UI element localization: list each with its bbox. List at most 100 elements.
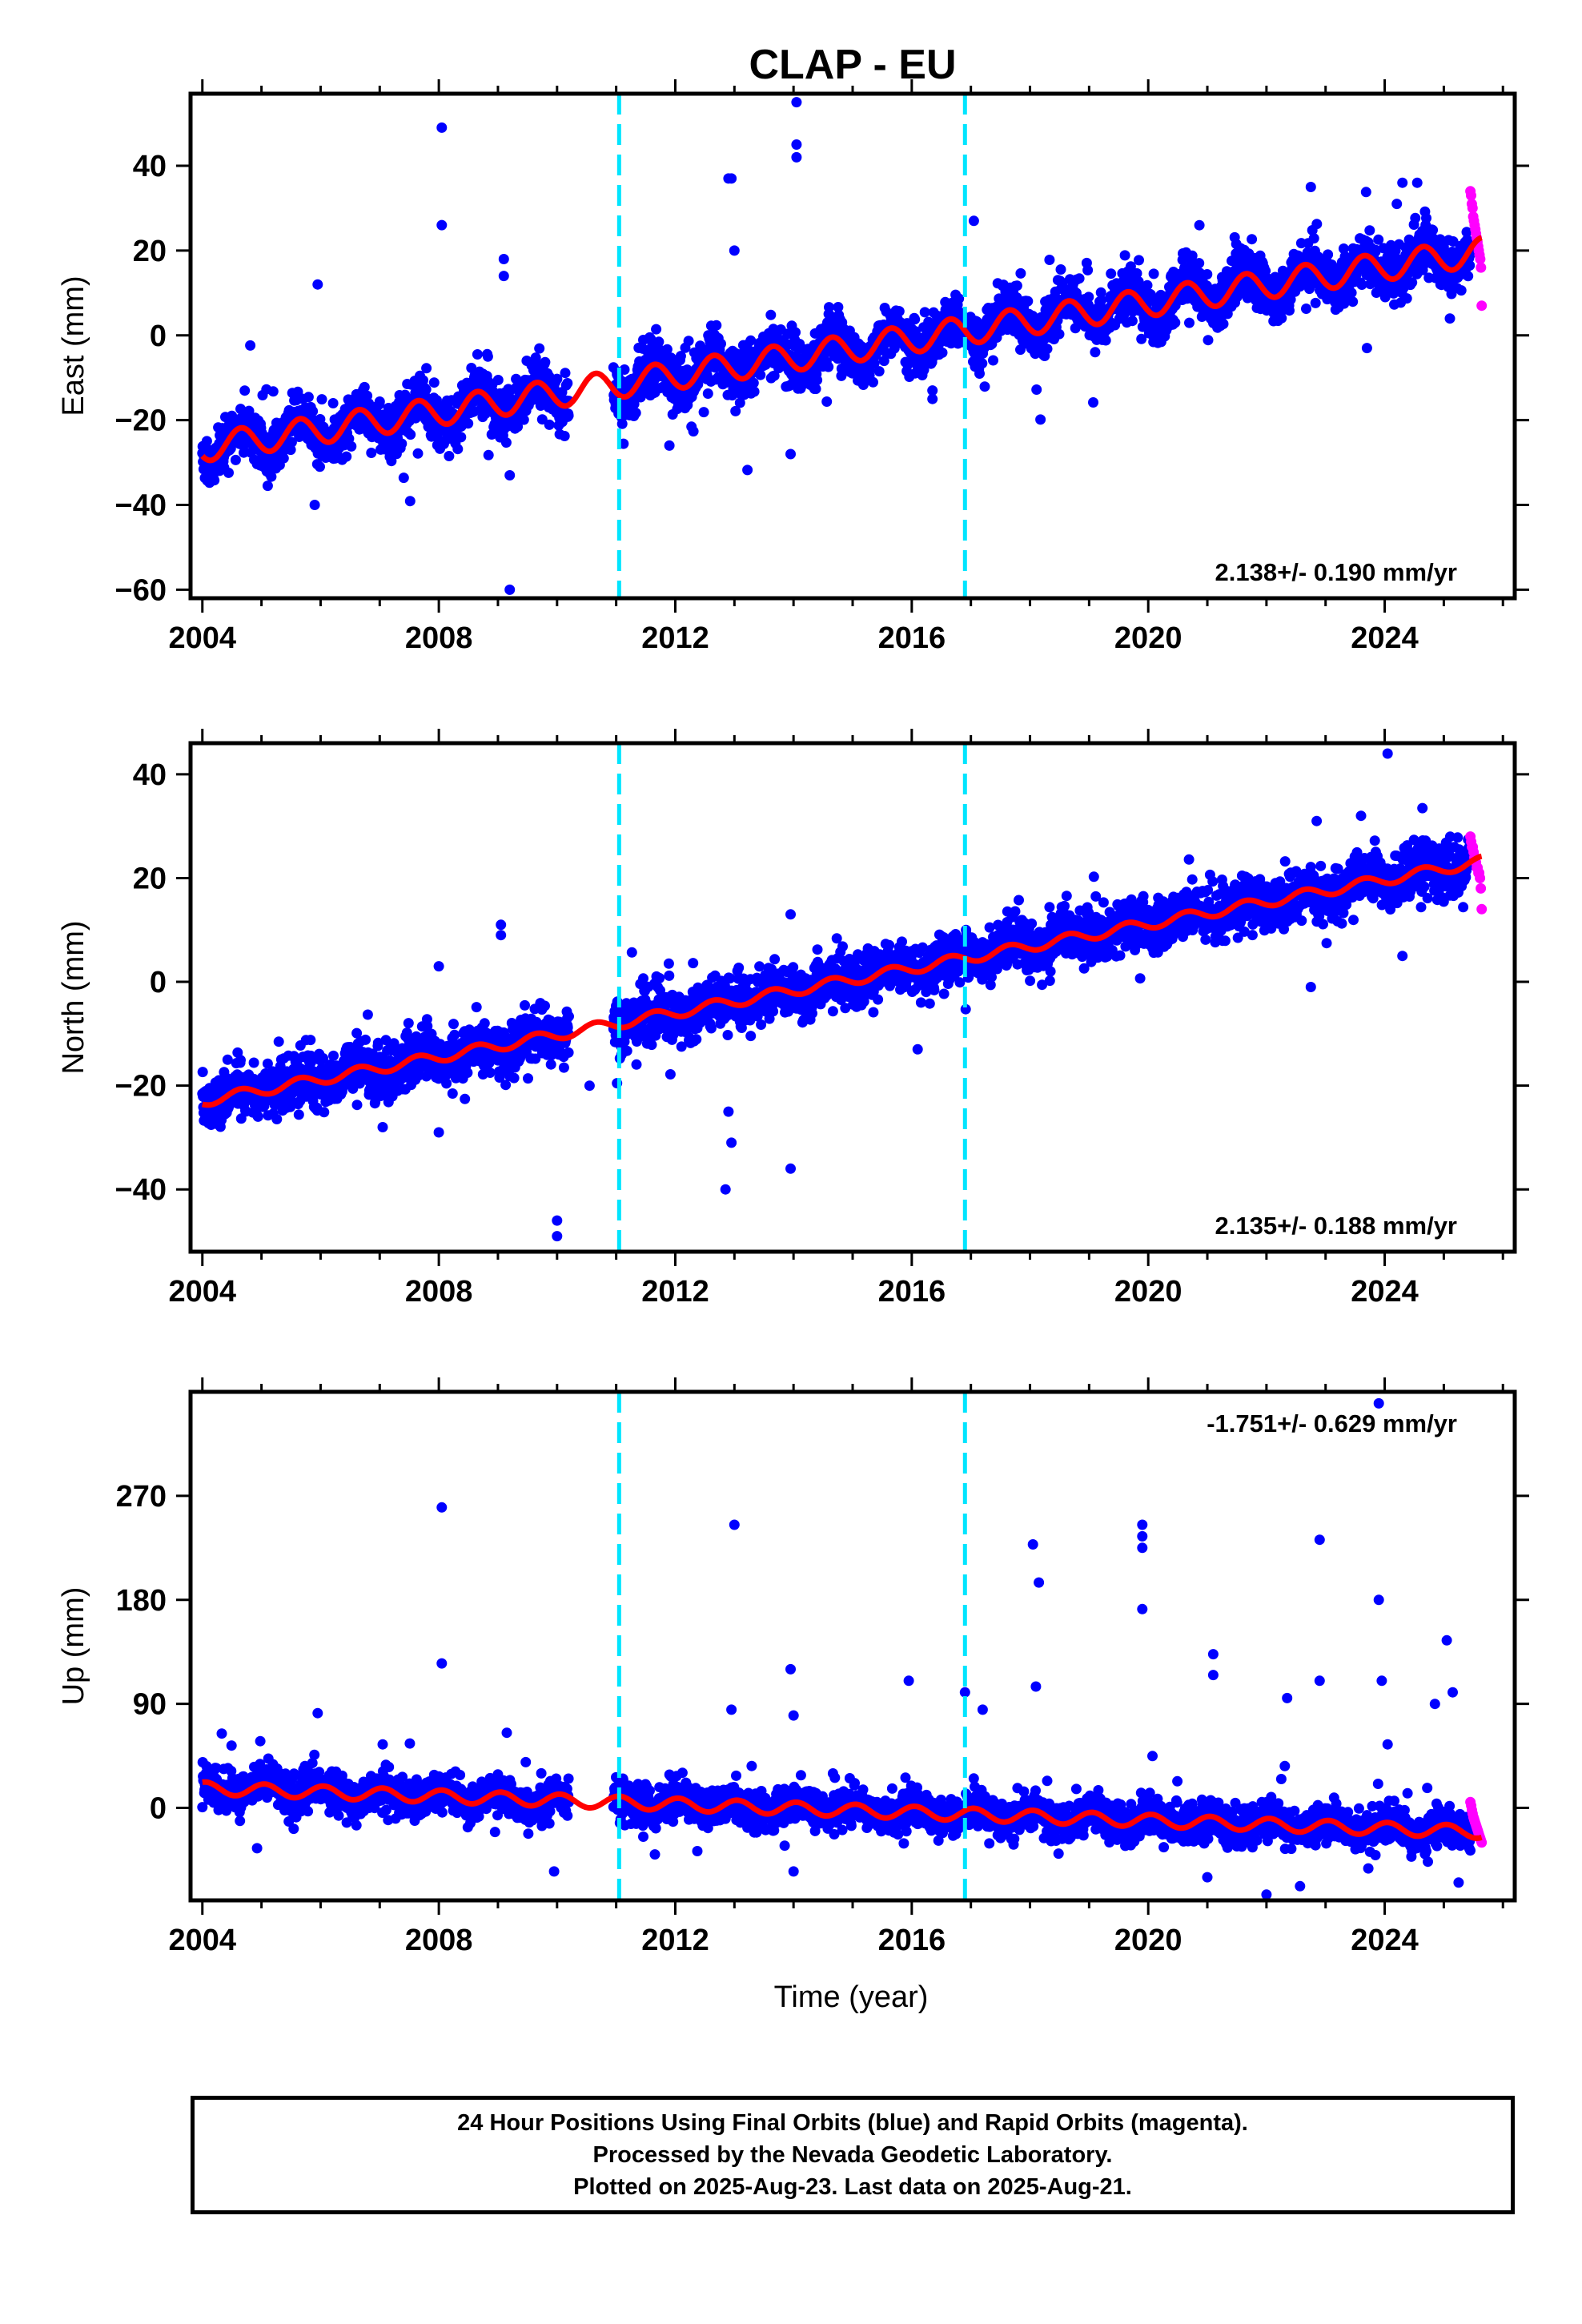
outlier-point xyxy=(968,215,979,227)
data-point xyxy=(1106,268,1117,279)
data-point xyxy=(245,340,256,351)
data-point xyxy=(559,431,570,441)
data-point xyxy=(341,451,352,462)
data-point xyxy=(619,364,630,375)
data-point xyxy=(534,343,545,354)
data-point xyxy=(873,366,885,377)
data-point xyxy=(225,443,236,454)
data-point xyxy=(359,381,370,392)
data-point xyxy=(209,475,220,486)
data-point xyxy=(790,327,801,338)
data-point xyxy=(1022,296,1034,307)
x-tick-label: 2008 xyxy=(405,621,473,655)
data-point xyxy=(893,306,905,317)
data-point xyxy=(716,338,726,349)
data-point xyxy=(471,1002,482,1013)
data-point xyxy=(540,356,551,368)
data-point xyxy=(500,437,512,448)
data-point xyxy=(404,496,416,507)
data-point xyxy=(1090,347,1101,358)
data-point xyxy=(462,1068,473,1078)
data-point xyxy=(1133,276,1144,287)
data-point xyxy=(428,377,440,388)
data-point xyxy=(248,1057,259,1068)
data-point xyxy=(235,404,246,415)
outlier-point xyxy=(791,151,802,163)
x-tick-label: 2024 xyxy=(1351,621,1419,655)
data-point xyxy=(523,1073,533,1084)
x-tick-label: 2012 xyxy=(641,621,709,655)
data-point xyxy=(630,408,641,419)
east-y-axis-label: East (mm) xyxy=(57,275,90,416)
outlier-point xyxy=(1305,182,1316,192)
y-tick-label: −20 xyxy=(115,404,167,438)
data-point xyxy=(748,377,759,388)
data-point xyxy=(327,398,339,408)
chart-title: CLAP - EU xyxy=(749,42,956,88)
y-tick-label: −60 xyxy=(115,573,167,607)
data-point xyxy=(305,1035,316,1046)
data-point xyxy=(544,419,555,430)
data-point xyxy=(452,444,464,455)
data-point xyxy=(266,471,277,482)
data-point xyxy=(824,302,834,313)
data-point xyxy=(540,1000,550,1011)
data-point xyxy=(500,1080,512,1091)
data-point xyxy=(562,378,573,388)
outlier-point xyxy=(436,122,448,133)
data-point xyxy=(386,456,397,467)
data-point xyxy=(286,436,297,448)
data-point xyxy=(239,385,251,396)
data-point xyxy=(484,1068,496,1078)
data-point xyxy=(1360,187,1371,198)
data-point xyxy=(1464,260,1476,271)
data-point xyxy=(456,432,467,443)
data-point xyxy=(447,1088,458,1099)
data-point xyxy=(683,336,694,347)
data-point xyxy=(421,363,432,374)
data-point xyxy=(398,472,409,484)
north-plot-area xyxy=(197,748,1488,1242)
data-point xyxy=(412,448,424,459)
data-point xyxy=(742,464,753,476)
data-point xyxy=(1096,295,1107,306)
outlier-point xyxy=(791,139,802,150)
east-rate-label: 2.138+/- 0.190 mm/yr xyxy=(1215,558,1457,586)
data-point xyxy=(919,307,930,318)
data-point xyxy=(197,1067,208,1078)
data-point xyxy=(1323,249,1334,260)
data-point xyxy=(449,1029,460,1040)
data-point xyxy=(362,1009,373,1020)
data-point xyxy=(1031,384,1042,395)
panel-east: 2004 2008 2012 2016 2020 2024−60−40−2002040Ea… xyxy=(57,79,1529,655)
data-point xyxy=(536,414,548,425)
data-point xyxy=(1401,293,1412,304)
data-point xyxy=(483,449,494,460)
data-point xyxy=(460,1093,471,1104)
data-point xyxy=(1347,296,1359,308)
data-point xyxy=(1119,250,1130,261)
data-point xyxy=(675,351,686,362)
y-tick-label: 40 xyxy=(133,150,167,183)
data-point xyxy=(560,368,571,379)
data-point xyxy=(974,368,985,379)
data-point xyxy=(444,451,455,461)
data-point xyxy=(1015,267,1026,279)
data-point xyxy=(1131,267,1142,279)
data-point xyxy=(1126,316,1138,327)
data-point xyxy=(909,314,921,325)
data-point xyxy=(267,386,279,397)
data-point xyxy=(1015,344,1026,356)
data-point xyxy=(1044,255,1055,265)
data-point xyxy=(1421,212,1431,223)
data-point xyxy=(651,324,662,335)
data-point xyxy=(271,1114,283,1124)
data-point xyxy=(979,381,990,392)
data-point xyxy=(988,355,998,366)
data-point xyxy=(518,414,529,425)
data-point xyxy=(530,352,541,364)
data-point xyxy=(396,438,408,449)
data-point xyxy=(552,373,563,384)
data-point xyxy=(1095,287,1106,298)
data-point xyxy=(201,436,212,447)
